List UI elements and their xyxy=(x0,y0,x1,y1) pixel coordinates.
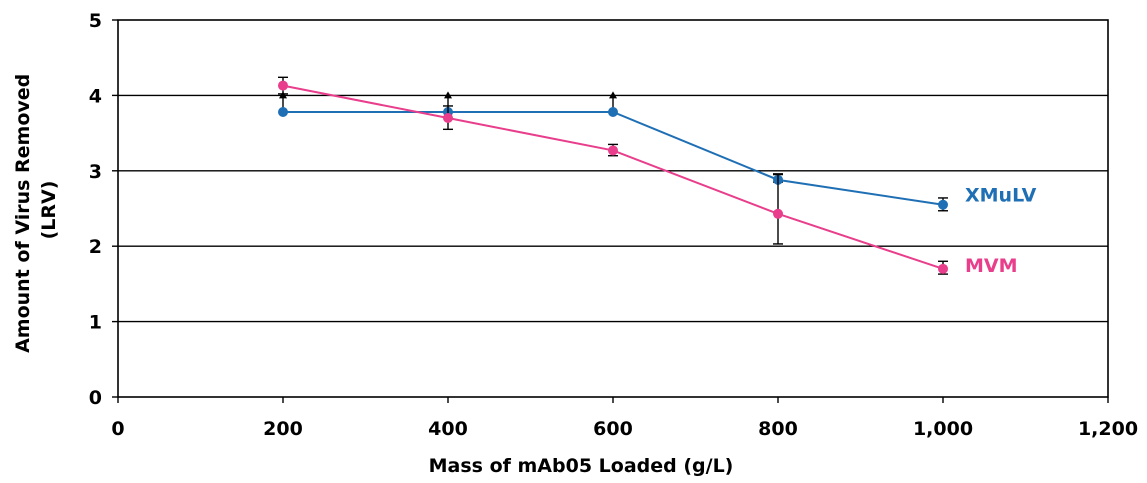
data-point-xmulv xyxy=(608,106,618,117)
y-axis-title: Amount of Virus Removed (LRV) xyxy=(12,67,60,353)
x-tick-label: 800 xyxy=(758,418,798,440)
greater-than-arrow xyxy=(444,91,452,99)
y-tick-label: 0 xyxy=(89,387,102,409)
series: XMuLV MVM xyxy=(278,76,1037,277)
y-tick-labels: 0 1 2 3 4 5 xyxy=(89,10,102,409)
data-point-xmulv xyxy=(938,199,948,210)
y-tick-label: 3 xyxy=(89,161,102,183)
y-tick-label: 5 xyxy=(89,10,102,32)
series-line-xmulv xyxy=(283,110,944,206)
x-tick-label: 600 xyxy=(593,418,633,440)
series-label-xmulv: XMuLV xyxy=(965,185,1037,207)
series-label-mvm: MVM xyxy=(965,255,1018,277)
y-axis-title-line-1: Amount of Virus Removed xyxy=(12,74,34,353)
x-tick-labels: 0 200 400 600 800 1,000 1,200 xyxy=(111,418,1138,440)
y-tick-label: 4 xyxy=(89,85,102,107)
x-tick-label: 400 xyxy=(428,418,468,440)
data-point-mvm xyxy=(773,208,783,219)
y-tick-label: 1 xyxy=(89,312,102,334)
series-mvm: MVM xyxy=(278,76,1018,277)
data-point-mvm xyxy=(443,113,453,124)
y-axis-title-line-2: (LRV) xyxy=(38,181,60,240)
data-point-xmulv xyxy=(278,106,288,117)
greater-than-arrow xyxy=(609,91,617,99)
x-tick-label: 200 xyxy=(263,418,303,440)
x-tick-label: 1,200 xyxy=(1078,418,1138,440)
data-point-mvm xyxy=(608,145,618,156)
x-tick-label: 0 xyxy=(111,418,124,440)
y-tick-label: 2 xyxy=(89,236,102,258)
x-axis-title: Mass of mAb05 Loaded (g/L) xyxy=(429,455,734,477)
x-tick-label: 1,000 xyxy=(913,418,973,440)
gridlines xyxy=(118,94,1108,323)
data-point-mvm xyxy=(938,263,948,274)
data-point-mvm xyxy=(278,80,288,91)
axes xyxy=(112,19,1109,403)
greater-than-arrow xyxy=(279,91,287,99)
series-xmulv: XMuLV xyxy=(278,91,1037,212)
plot-frame xyxy=(117,19,1109,398)
